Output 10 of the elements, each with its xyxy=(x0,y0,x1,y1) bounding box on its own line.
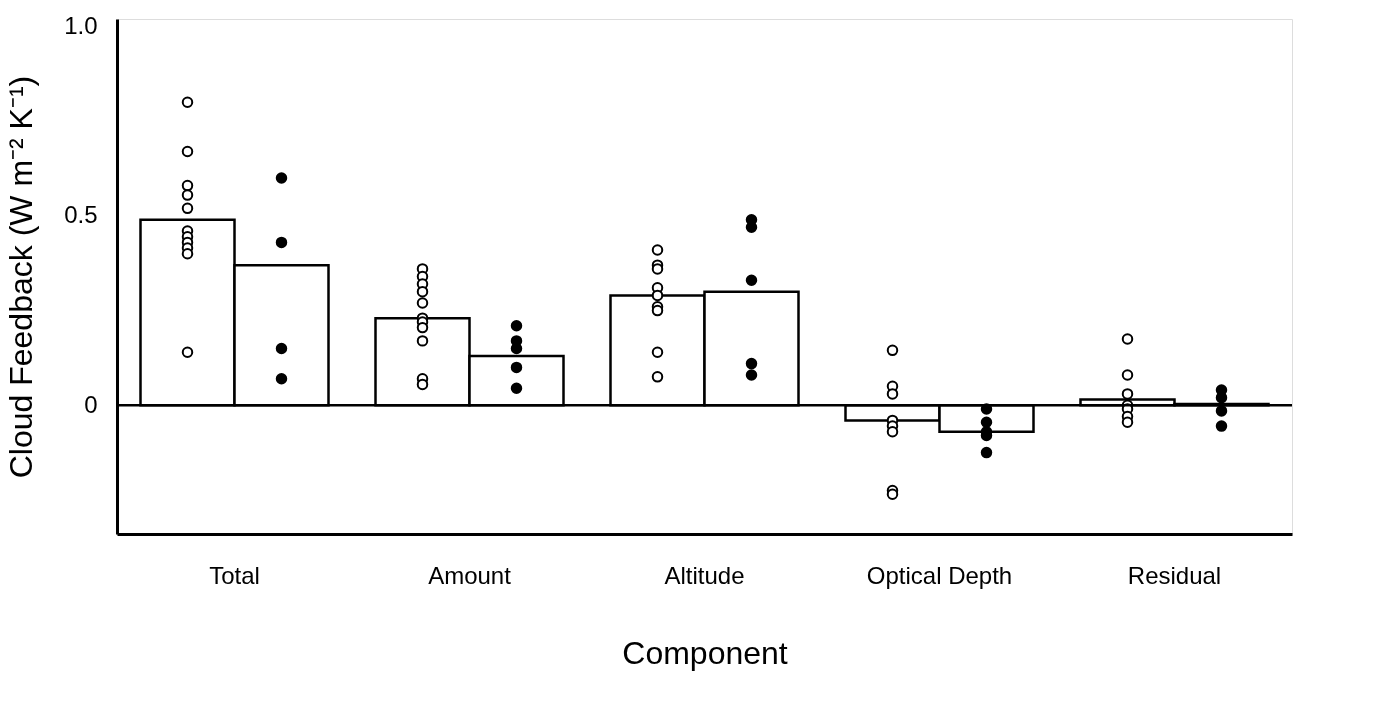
x-tick-label: Optical Depth xyxy=(866,561,1013,589)
x-axis-title: Component xyxy=(622,634,788,671)
y-tick-label: 1.0 xyxy=(64,12,98,40)
x-tick-label: Residual xyxy=(1127,561,1222,589)
y-axis-title: Cloud Feedback (W m⁻² K⁻¹) xyxy=(3,75,40,479)
y-tick-label: 0.5 xyxy=(64,201,98,229)
x-tick-label: Total xyxy=(209,561,260,589)
y-tick-label: 0 xyxy=(84,390,98,418)
x-tick-label: Altitude xyxy=(664,561,745,589)
x-tick-label: Amount xyxy=(428,561,512,589)
